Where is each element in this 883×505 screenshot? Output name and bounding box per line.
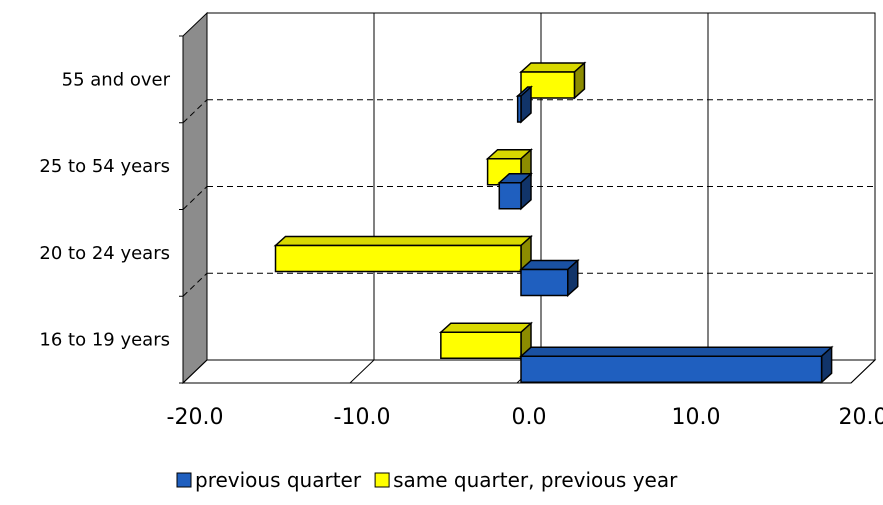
legend-swatch: [374, 472, 390, 488]
x-tick-label: -20.0: [167, 405, 224, 430]
category-label: 25 to 54 years: [39, 156, 170, 177]
x-axis-ticks: -20.0 -10.0 0.0 10.0 20.0: [167, 405, 883, 430]
legend-swatch: [176, 472, 192, 488]
x-tick-label: 10.0: [672, 405, 721, 430]
floor-gridline: [349, 359, 375, 384]
floor-gridline: [850, 359, 876, 384]
bar-same-quarter-previous-year: [438, 321, 533, 360]
side-gridline: [182, 99, 208, 124]
bar-previous-quarter: [519, 345, 834, 384]
legend-item: previous quarter: [176, 468, 362, 492]
legend-item: same quarter, previous year: [374, 468, 678, 492]
category-label: 55 and over: [62, 69, 171, 90]
legend-label: previous quarter: [195, 468, 362, 492]
bars: [273, 61, 834, 384]
side-gridline: [182, 186, 208, 210]
bar-previous-quarter: [497, 172, 533, 211]
x-tick-label: -10.0: [334, 405, 391, 430]
bar-same-quarter-previous-year: [273, 234, 533, 274]
bar-same-quarter-previous-year: [519, 61, 587, 100]
category-labels: 16 to 19 years 20 to 24 years 25 to 54 yea…: [39, 69, 170, 350]
bar-previous-quarter: [515, 85, 533, 124]
legend: previous quarter same quarter, previous y…: [176, 468, 678, 492]
side-gridline: [182, 272, 208, 297]
category-label: 20 to 24 years: [39, 243, 170, 264]
legend-label: same quarter, previous year: [393, 468, 678, 492]
x-tick-label: 20.0: [839, 405, 883, 430]
side-wall: [182, 11, 208, 385]
bar-previous-quarter: [519, 258, 580, 298]
x-tick-label: 0.0: [512, 405, 547, 430]
category-label: 16 to 19 years: [39, 330, 170, 351]
floor-gridline: [182, 359, 208, 384]
